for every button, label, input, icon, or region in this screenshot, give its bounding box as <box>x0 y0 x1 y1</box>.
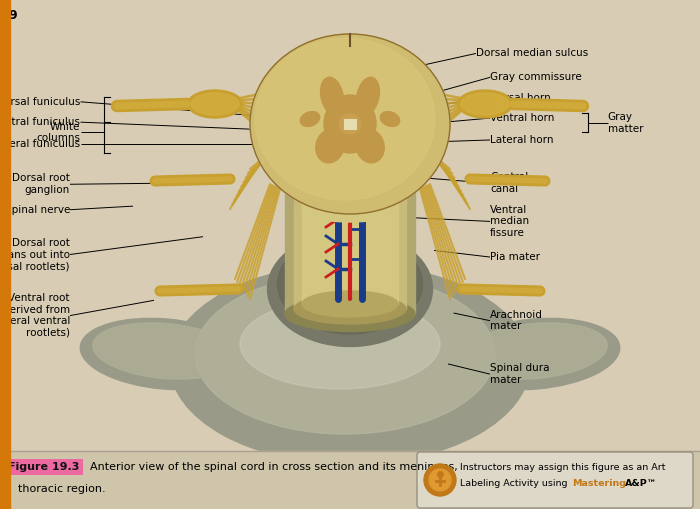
Ellipse shape <box>316 129 344 163</box>
Ellipse shape <box>191 93 239 115</box>
FancyBboxPatch shape <box>417 452 693 508</box>
Ellipse shape <box>302 291 398 317</box>
Ellipse shape <box>277 234 423 334</box>
Ellipse shape <box>380 111 400 126</box>
Text: A&P™: A&P™ <box>625 478 657 488</box>
Ellipse shape <box>302 196 398 222</box>
Text: Dorsal median sulcus: Dorsal median sulcus <box>476 48 588 59</box>
Text: Central
canal: Central canal <box>490 173 528 194</box>
Ellipse shape <box>450 318 620 390</box>
Ellipse shape <box>250 34 450 214</box>
Text: Lateral horn: Lateral horn <box>490 135 554 145</box>
Ellipse shape <box>324 95 376 153</box>
Ellipse shape <box>321 77 344 115</box>
Text: Gray
matter: Gray matter <box>608 112 643 134</box>
Text: Gray commissure: Gray commissure <box>490 72 582 82</box>
Bar <box>302 159 398 304</box>
Text: Arachnoid
mater: Arachnoid mater <box>490 310 543 331</box>
Ellipse shape <box>356 77 379 115</box>
Ellipse shape <box>294 144 406 174</box>
Text: Anterior view of the spinal cord in cross section and its meninges,: Anterior view of the spinal cord in cros… <box>90 462 458 472</box>
Ellipse shape <box>458 90 512 118</box>
Ellipse shape <box>356 129 384 163</box>
Text: Spinal dura
mater: Spinal dura mater <box>490 363 550 385</box>
Ellipse shape <box>300 111 320 126</box>
Text: Spinal nerve: Spinal nerve <box>5 205 70 215</box>
Text: thoracic region.: thoracic region. <box>18 484 106 494</box>
Text: Ventral
median
fissure: Ventral median fissure <box>490 205 529 238</box>
Text: Figure 19.3: Figure 19.3 <box>8 462 79 472</box>
Ellipse shape <box>267 232 433 347</box>
Bar <box>294 159 406 309</box>
Circle shape <box>424 464 456 496</box>
Text: Ventral funiculus: Ventral funiculus <box>0 117 80 127</box>
Ellipse shape <box>188 90 242 118</box>
Ellipse shape <box>92 323 237 379</box>
Ellipse shape <box>255 38 435 200</box>
Text: 9: 9 <box>8 9 17 22</box>
Text: Mastering: Mastering <box>572 478 626 488</box>
Ellipse shape <box>302 146 398 172</box>
Ellipse shape <box>195 274 495 434</box>
Text: Pia mater: Pia mater <box>490 252 540 262</box>
Ellipse shape <box>461 93 509 115</box>
Text: Dorsal root
(fans out into
dorsal rootlets): Dorsal root (fans out into dorsal rootle… <box>0 238 70 271</box>
Text: Instructors may assign this figure as an Art: Instructors may assign this figure as an… <box>460 463 666 471</box>
Text: Dorsal horn: Dorsal horn <box>490 93 551 103</box>
Ellipse shape <box>285 136 415 172</box>
Text: Dorsal funiculus: Dorsal funiculus <box>0 97 80 107</box>
Ellipse shape <box>285 297 415 331</box>
Ellipse shape <box>339 114 361 134</box>
Text: Lateral funiculus: Lateral funiculus <box>0 138 80 149</box>
Ellipse shape <box>240 299 440 389</box>
Bar <box>0 0 10 509</box>
Ellipse shape <box>294 294 406 324</box>
Text: Ventral horn: Ventral horn <box>490 113 554 123</box>
Bar <box>285 154 415 314</box>
Circle shape <box>429 469 451 491</box>
Bar <box>344 119 356 129</box>
Ellipse shape <box>463 323 608 379</box>
Text: Ventral root
(derived from
several ventral
rootlets): Ventral root (derived from several ventr… <box>0 293 70 338</box>
Ellipse shape <box>170 264 530 464</box>
Ellipse shape <box>80 318 250 390</box>
Text: White
columns: White columns <box>36 122 80 143</box>
Bar <box>0 451 700 509</box>
Text: Dorsal root
ganglion: Dorsal root ganglion <box>12 174 70 195</box>
Text: Labeling Activity using: Labeling Activity using <box>460 478 568 488</box>
